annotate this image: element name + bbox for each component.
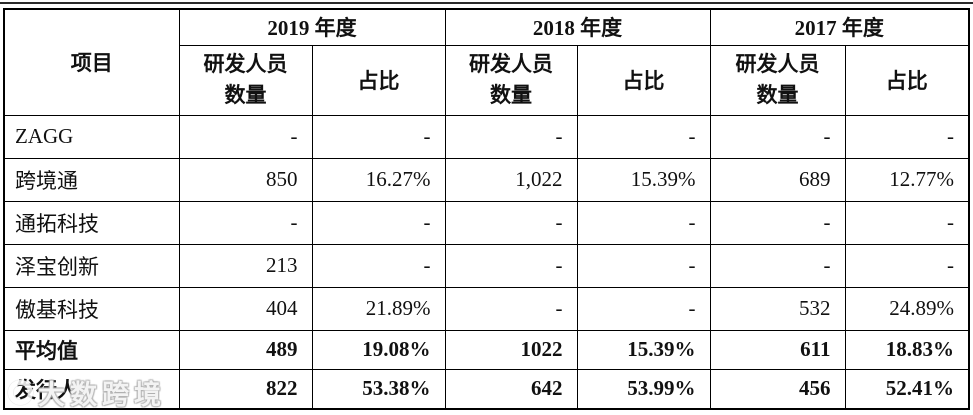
value-cell: - [178, 200, 313, 245]
value-cell: - [178, 114, 313, 159]
table-row: 泽宝创新 213- - - - - [3, 243, 970, 288]
company-name-cell: ZAGG [3, 114, 180, 159]
value-cell: - [709, 114, 846, 159]
company-name-cell: 跨境通 [3, 157, 180, 202]
value-cell: 53.38% [311, 368, 446, 410]
header-project: 项目 [3, 8, 180, 116]
value-cell: - [576, 243, 711, 288]
value-cell: 18.83% [844, 329, 970, 370]
value-cell: - [709, 200, 846, 245]
value-cell: 489 [178, 329, 313, 370]
value-cell: - [844, 200, 970, 245]
subheader-ratio-2018: 占比 [576, 44, 711, 116]
value-cell: 404 [178, 286, 313, 331]
value-cell: - [844, 243, 970, 288]
subheader-ratio-2017: 占比 [844, 44, 970, 116]
table-row: 发行人 822 53.38% 642 53.99% 456 52.41% [3, 368, 970, 410]
header-year-2017: 2017 年度 [709, 8, 970, 46]
subheader-count-2019: 研发人员 数量 [178, 44, 313, 116]
subheader-count-2017: 研发人员 数量 [709, 44, 846, 116]
value-cell: 689 [709, 157, 846, 202]
value-cell: - [709, 243, 846, 288]
subheader-ratio-2019: 占比 [311, 44, 446, 116]
value-cell: 213 [178, 243, 313, 288]
table-row: 通拓科技 - - - - - - [3, 200, 970, 245]
header-sub-row: 研发人员 数量 占比 研发人员 数量 占比 研发人员 数量 占比 [4, 44, 970, 116]
table-header: 项目 2019 年度 2018 年度 2017 年度 研发人员 数量 占比 研发… [3, 8, 970, 116]
value-cell: - [576, 286, 711, 331]
table-row: 平均值 489 19.08% 1022 15.39% 611 18.83% [3, 329, 970, 370]
value-cell: - [444, 114, 578, 159]
value-cell: - [444, 286, 578, 331]
value-cell: - [444, 200, 578, 245]
value-cell: 850 [178, 157, 313, 202]
value-cell: 532 [709, 286, 846, 331]
subheader-count-2018: 研发人员 数量 [444, 44, 578, 116]
value-cell: 611 [709, 329, 846, 370]
company-name-cell: 发行人 [3, 368, 180, 410]
value-cell: - [576, 114, 711, 159]
company-name-cell: 泽宝创新 [3, 243, 180, 288]
value-cell: 19.08% [311, 329, 446, 370]
header-year-2019: 2019 年度 [178, 8, 446, 46]
value-cell: 12.77% [844, 157, 970, 202]
value-cell: - [444, 243, 578, 288]
value-cell: 24.89% [844, 286, 970, 331]
value-cell: 21.89% [311, 286, 446, 331]
company-name-cell: 通拓科技 [3, 200, 180, 245]
value-cell: 15.39% [576, 157, 711, 202]
value-cell: - [576, 200, 711, 245]
value-cell: 16.27% [311, 157, 446, 202]
value-cell: 15.39% [576, 329, 711, 370]
value-cell: 822 [178, 368, 313, 410]
table-row: 跨境通 850 16.27% 1,022 15.39% 689 12.77% [3, 157, 970, 202]
value-cell: 456 [709, 368, 846, 410]
value-cell: - [311, 243, 446, 288]
table-row: ZAGG - - - - - - [3, 114, 970, 159]
value-cell: - [844, 114, 970, 159]
header-year-2018: 2018 年度 [444, 8, 711, 46]
value-cell: 52.41% [844, 368, 970, 410]
value-cell: 53.99% [576, 368, 711, 410]
value-cell: 642 [444, 368, 578, 410]
rd-personnel-comparison-table: 项目 2019 年度 2018 年度 2017 年度 研发人员 数量 占比 研发… [3, 8, 970, 410]
value-cell: 1,022 [444, 157, 578, 202]
value-cell: 1022 [444, 329, 578, 370]
value-cell: - [311, 114, 446, 159]
table-row: 傲基科技 404 21.89% - -532 24.89% [3, 286, 970, 331]
header-year-row: 项目 2019 年度 2018 年度 2017 年度 [3, 8, 970, 116]
value-cell: - [311, 200, 446, 245]
table-body: ZAGG - - - - - - 跨境通 850 16.27% 1,022 15.39% 689 12.7… [3, 114, 970, 410]
top-divider-line [0, 2, 973, 4]
company-name-cell: 平均值 [3, 329, 180, 370]
company-name-cell: 傲基科技 [3, 286, 180, 331]
